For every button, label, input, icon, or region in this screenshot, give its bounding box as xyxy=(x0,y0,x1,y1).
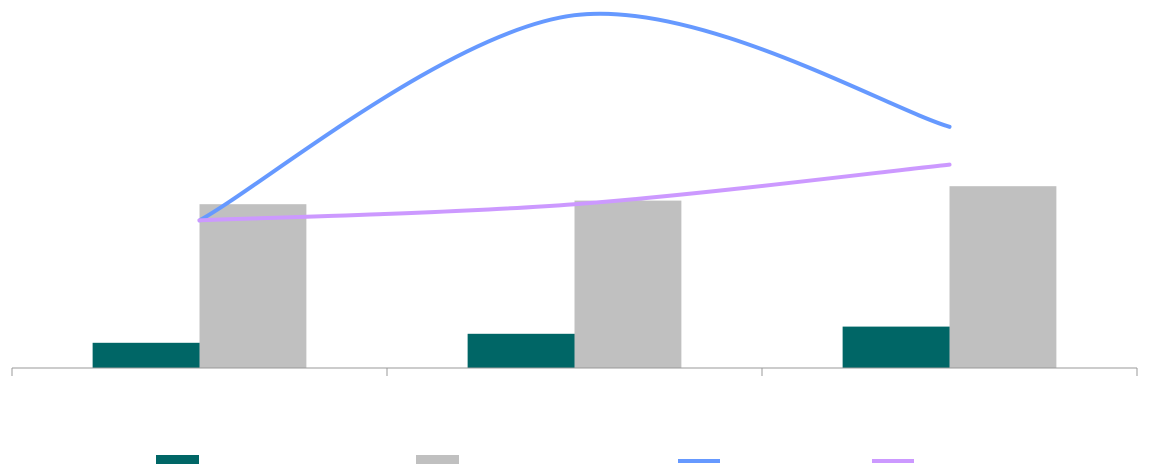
x-axis xyxy=(11,367,1138,376)
bar-series-2-cat-2 xyxy=(574,200,682,368)
bar-series-1-cat-2 xyxy=(467,333,575,368)
legend-marker-2 xyxy=(416,455,459,464)
bar-series-1-cat-3 xyxy=(842,326,950,368)
legend-marker-1 xyxy=(156,455,199,464)
line-series-1 xyxy=(197,11,952,223)
bar-series-2-cat-1 xyxy=(199,204,307,368)
legend xyxy=(156,455,914,464)
bar-series-2-cat-3 xyxy=(949,186,1057,368)
lines-layer xyxy=(197,11,952,223)
bars-layer xyxy=(92,186,1057,368)
line-series-2 xyxy=(197,162,952,223)
bar-series-1-cat-1 xyxy=(92,342,200,368)
